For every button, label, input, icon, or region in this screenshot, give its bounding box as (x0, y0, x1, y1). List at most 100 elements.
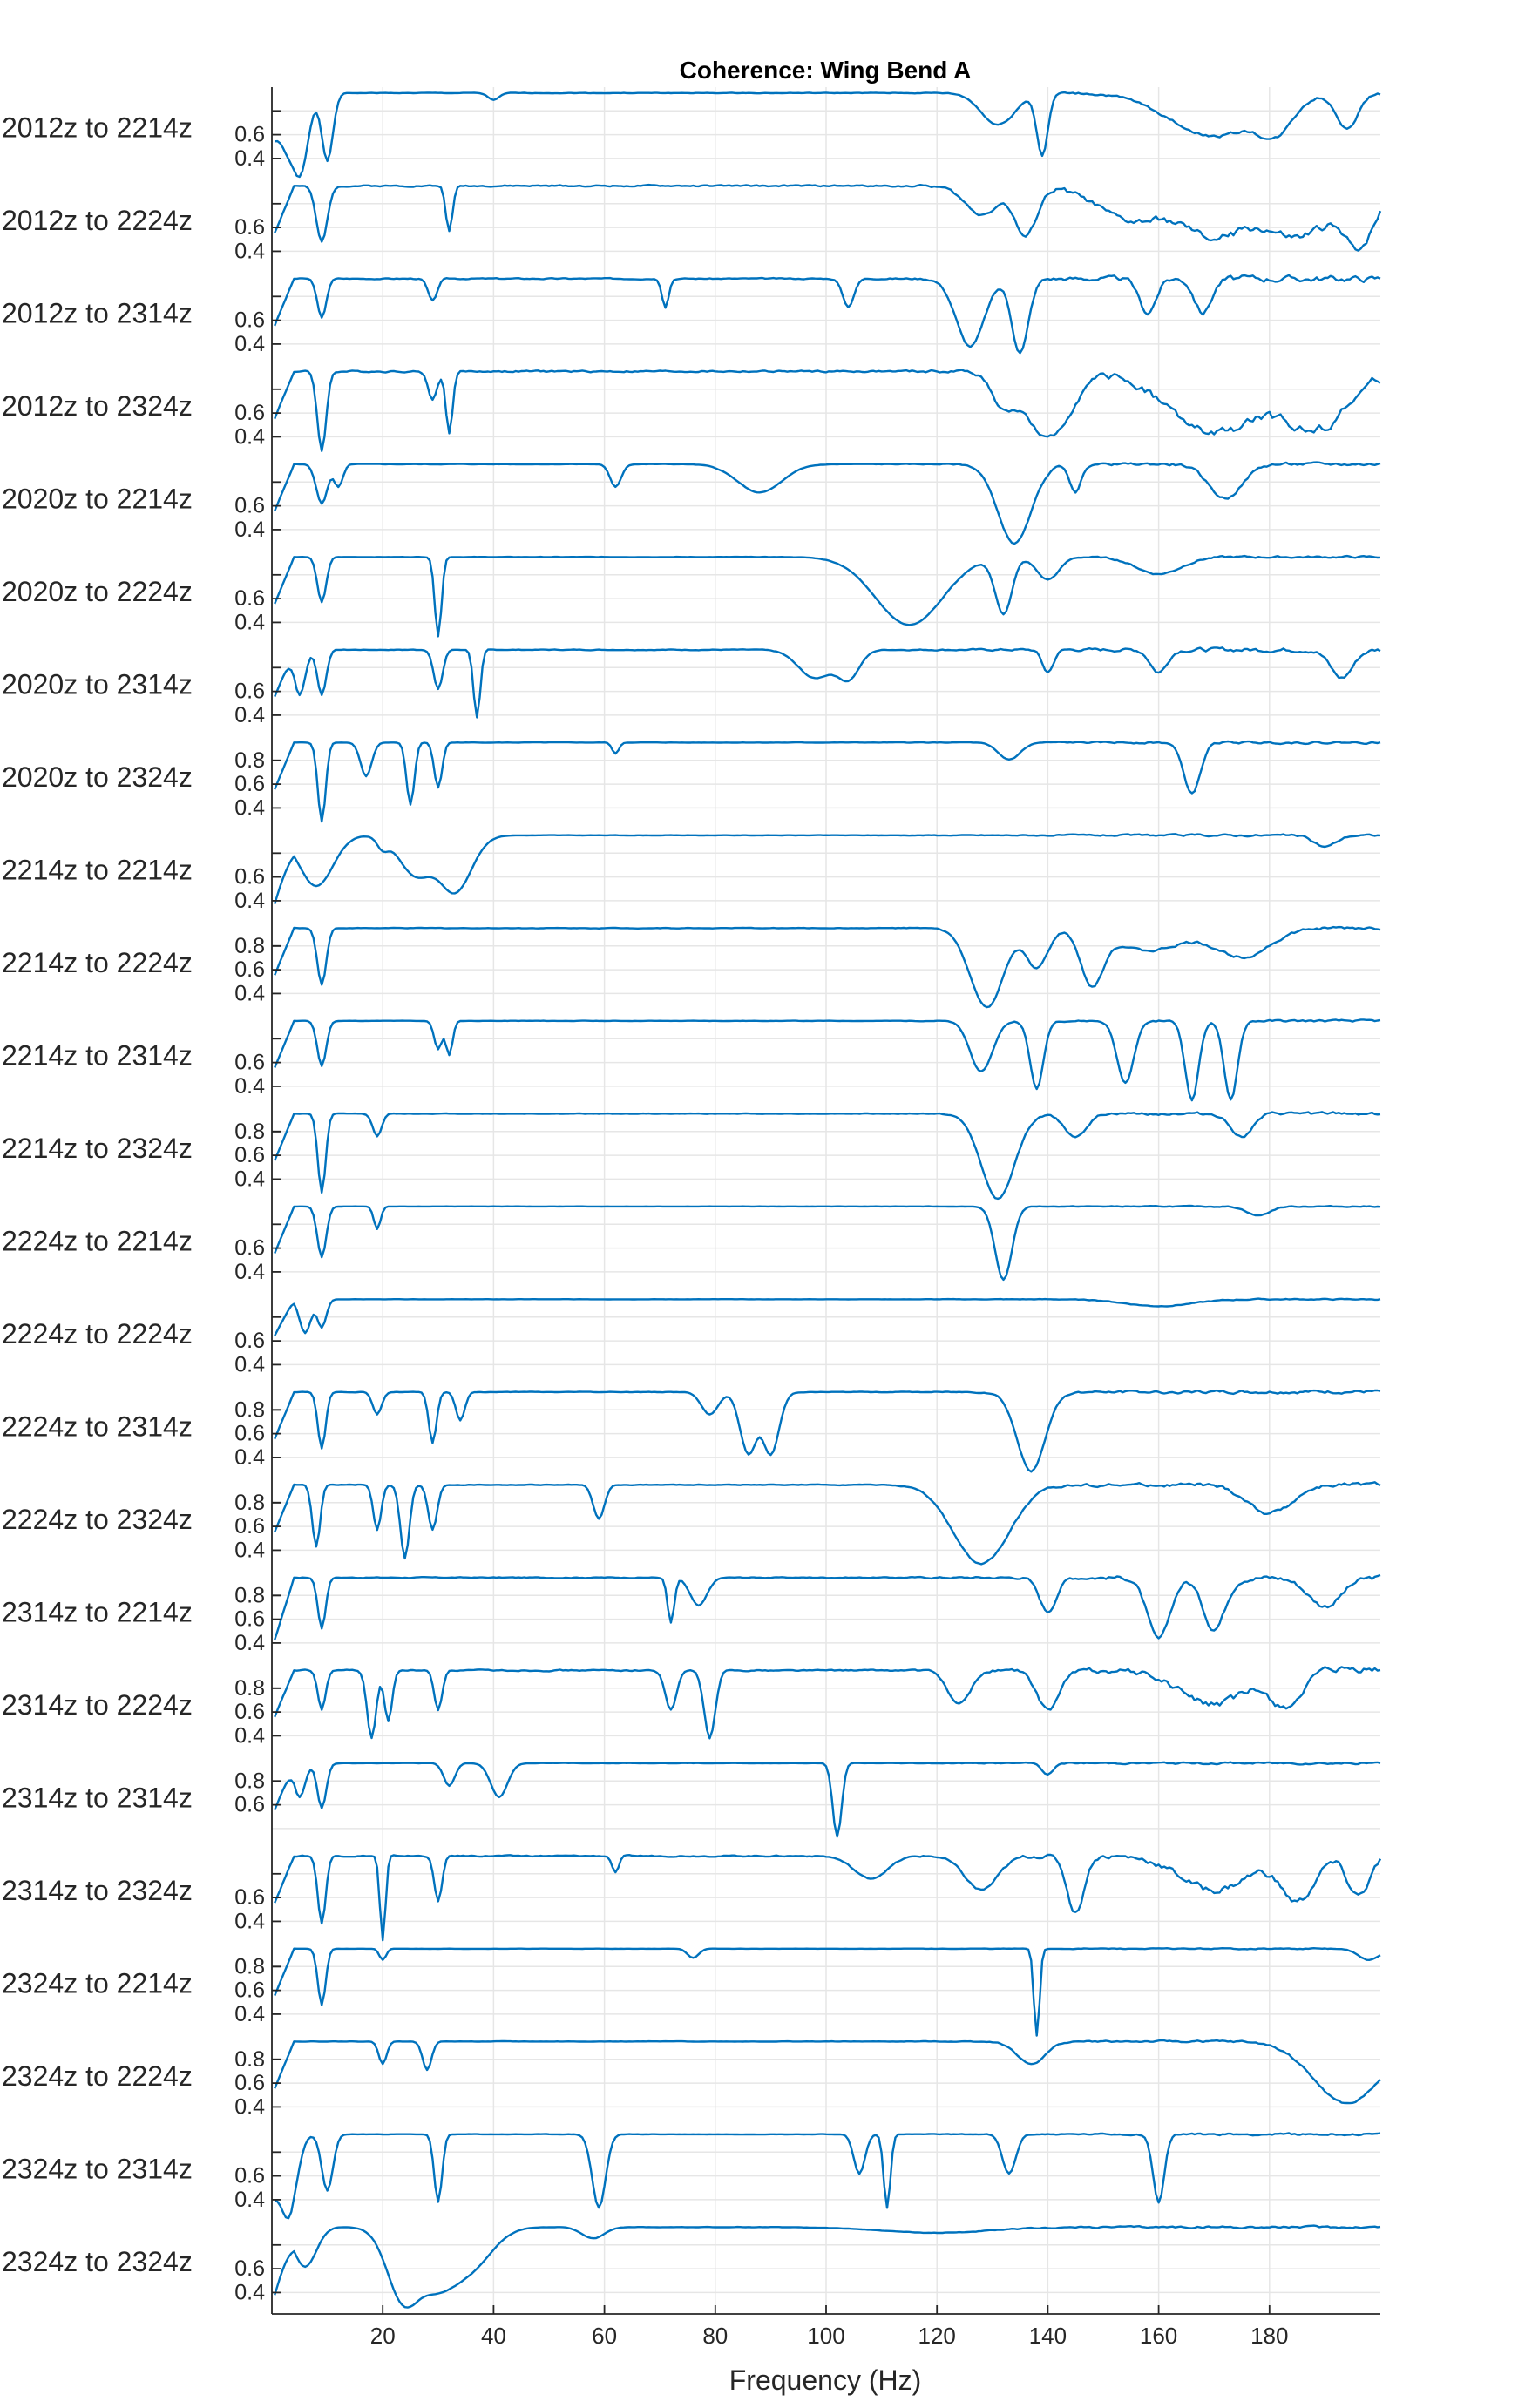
y-tick-label: 0.4 (234, 1538, 265, 1562)
y-tick-label: 0.6 (234, 1793, 265, 1817)
y-tick-label: 0.6 (234, 772, 265, 796)
coherence-trace (274, 1204, 1381, 1282)
y-tick-label: 0.4 (234, 703, 265, 727)
panel: 0.40.60.8 2214z to 2324z (2, 1107, 1381, 1201)
panel: 0.40.6 2314z to 2324z (2, 1850, 1382, 1943)
y-tick-label: 0.6 (234, 1607, 265, 1632)
row-label: 2224z to 2324z (2, 1504, 193, 1535)
row-label: 2214z to 2224z (2, 947, 193, 978)
coherence-trace (274, 2132, 1381, 2220)
y-tick-label: 0.4 (234, 2188, 265, 2212)
y-tick-label: 0.6 (234, 1236, 265, 1261)
y-tick-label: 0.6 (234, 1700, 265, 1724)
y-tick-label: 0.4 (234, 1352, 265, 1376)
y-tick-label: 0.6 (234, 215, 265, 240)
row-label: 2314z to 2324z (2, 1875, 193, 1906)
panel: 0.40.60.8 2324z to 2224z (2, 2035, 1381, 2128)
y-tick-label: 0.6 (234, 1422, 265, 1446)
y-tick-label: 0.6 (234, 2071, 265, 2095)
coherence-trace (274, 2039, 1381, 2105)
x-tick-label: 60 (592, 2323, 617, 2349)
x-tick-label: 120 (918, 2323, 956, 2349)
row-label: 2214z to 2214z (2, 854, 193, 885)
y-tick-label: 0.4 (234, 1074, 265, 1099)
panel: 0.40.60.8 2214z to 2224z (2, 922, 1381, 1015)
y-tick-label: 0.6 (234, 1885, 265, 1910)
coherence-trace (274, 1761, 1381, 1838)
y-tick-label: 0.6 (234, 1329, 265, 1353)
panel: 0.40.60.8 2314z to 2224z (2, 1664, 1381, 1757)
coherence-trace (274, 1111, 1381, 1201)
row-label: 2012z to 2214z (2, 112, 193, 143)
panel: 0.40.60.8 2324z to 2214z (2, 1943, 1381, 2037)
y-tick-label: 0.4 (234, 2094, 265, 2119)
coherence-trace (274, 1018, 1381, 1102)
y-tick-label: 0.6 (234, 494, 265, 518)
y-tick-label: 0.6 (234, 865, 265, 889)
y-tick-label: 0.8 (234, 1397, 265, 1422)
x-tick-label: 20 (370, 2323, 396, 2349)
y-tick-label: 0.8 (234, 1491, 265, 1515)
row-label: 2314z to 2314z (2, 1782, 193, 1813)
panel: 0.40.6 2324z to 2314z (2, 2128, 1381, 2222)
coherence-trace (274, 2224, 1381, 2309)
panel: 0.40.6 2020z to 2314z (2, 644, 1381, 737)
x-tick-label: 160 (1140, 2323, 1177, 2349)
y-tick-label: 0.8 (234, 1119, 265, 1144)
y-tick-label: 0.4 (234, 795, 265, 820)
y-tick-label: 0.4 (234, 981, 265, 1005)
coherence-trace (274, 833, 1381, 904)
y-tick-label: 0.4 (234, 2280, 265, 2304)
x-axis-label: Frequency (Hz) (729, 2364, 922, 2396)
panel: 0.40.6 2012z to 2214z (2, 87, 1381, 180)
y-tick-label: 0.4 (234, 1909, 265, 1933)
panel: 0.40.6 2020z to 2214z (2, 458, 1381, 551)
panel: 0.40.6 2012z to 2224z (2, 179, 1382, 273)
y-tick-label: 0.6 (234, 401, 265, 425)
coherence-trace (274, 1666, 1381, 1740)
y-tick-label: 0.8 (234, 1954, 265, 1978)
y-tick-label: 0.6 (234, 2164, 265, 2188)
panel: 0.40.6 2012z to 2314z (2, 273, 1381, 366)
coherence-trace (274, 461, 1381, 545)
y-tick-label: 0.4 (234, 1260, 265, 1284)
panel: 0.40.6 2324z to 2324z (2, 2221, 1381, 2314)
row-label: 2020z to 2314z (2, 668, 193, 700)
y-tick-label: 0.4 (234, 1631, 265, 1655)
row-label: 2224z to 2314z (2, 1410, 193, 1442)
y-tick-label: 0.8 (234, 1583, 265, 1607)
y-tick-label: 0.6 (234, 2256, 265, 2281)
y-tick-label: 0.4 (234, 610, 265, 634)
y-tick-label: 0.8 (234, 2047, 265, 2072)
y-tick-label: 0.6 (234, 1514, 265, 1539)
panel: 0.40.60.8 2224z to 2324z (2, 1478, 1381, 1572)
y-tick-label: 0.8 (234, 1676, 265, 1701)
x-tick-label: 180 (1250, 2323, 1288, 2349)
coherence-trace (274, 91, 1381, 179)
coherence-trace (274, 1946, 1381, 2037)
row-label: 2224z to 2224z (2, 1318, 193, 1349)
y-tick-label: 0.4 (234, 332, 265, 356)
row-label: 2224z to 2214z (2, 1225, 193, 1256)
panel: 0.40.60.8 2020z to 2324z (2, 736, 1381, 829)
y-tick-label: 0.4 (234, 239, 265, 263)
row-label: 2012z to 2324z (2, 390, 193, 422)
coherence-trace (274, 1573, 1381, 1640)
row-label: 2324z to 2324z (2, 2246, 193, 2277)
coherence-trace (274, 554, 1381, 638)
row-label: 2214z to 2324z (2, 1133, 193, 1164)
row-label: 2020z to 2224z (2, 576, 193, 607)
coherence-trace (274, 274, 1381, 355)
y-tick-label: 0.4 (234, 424, 265, 449)
y-tick-label: 0.6 (234, 1051, 265, 1075)
y-tick-label: 0.6 (234, 957, 265, 982)
row-label: 2314z to 2214z (2, 1596, 193, 1627)
row-label: 2314z to 2224z (2, 1689, 193, 1721)
y-tick-label: 0.6 (234, 1143, 265, 1167)
y-tick-label: 0.8 (234, 934, 265, 958)
panel: 0.40.6 2012z to 2324z (2, 365, 1381, 458)
coherence-trace (274, 740, 1381, 823)
coherence-trace (274, 925, 1381, 1009)
